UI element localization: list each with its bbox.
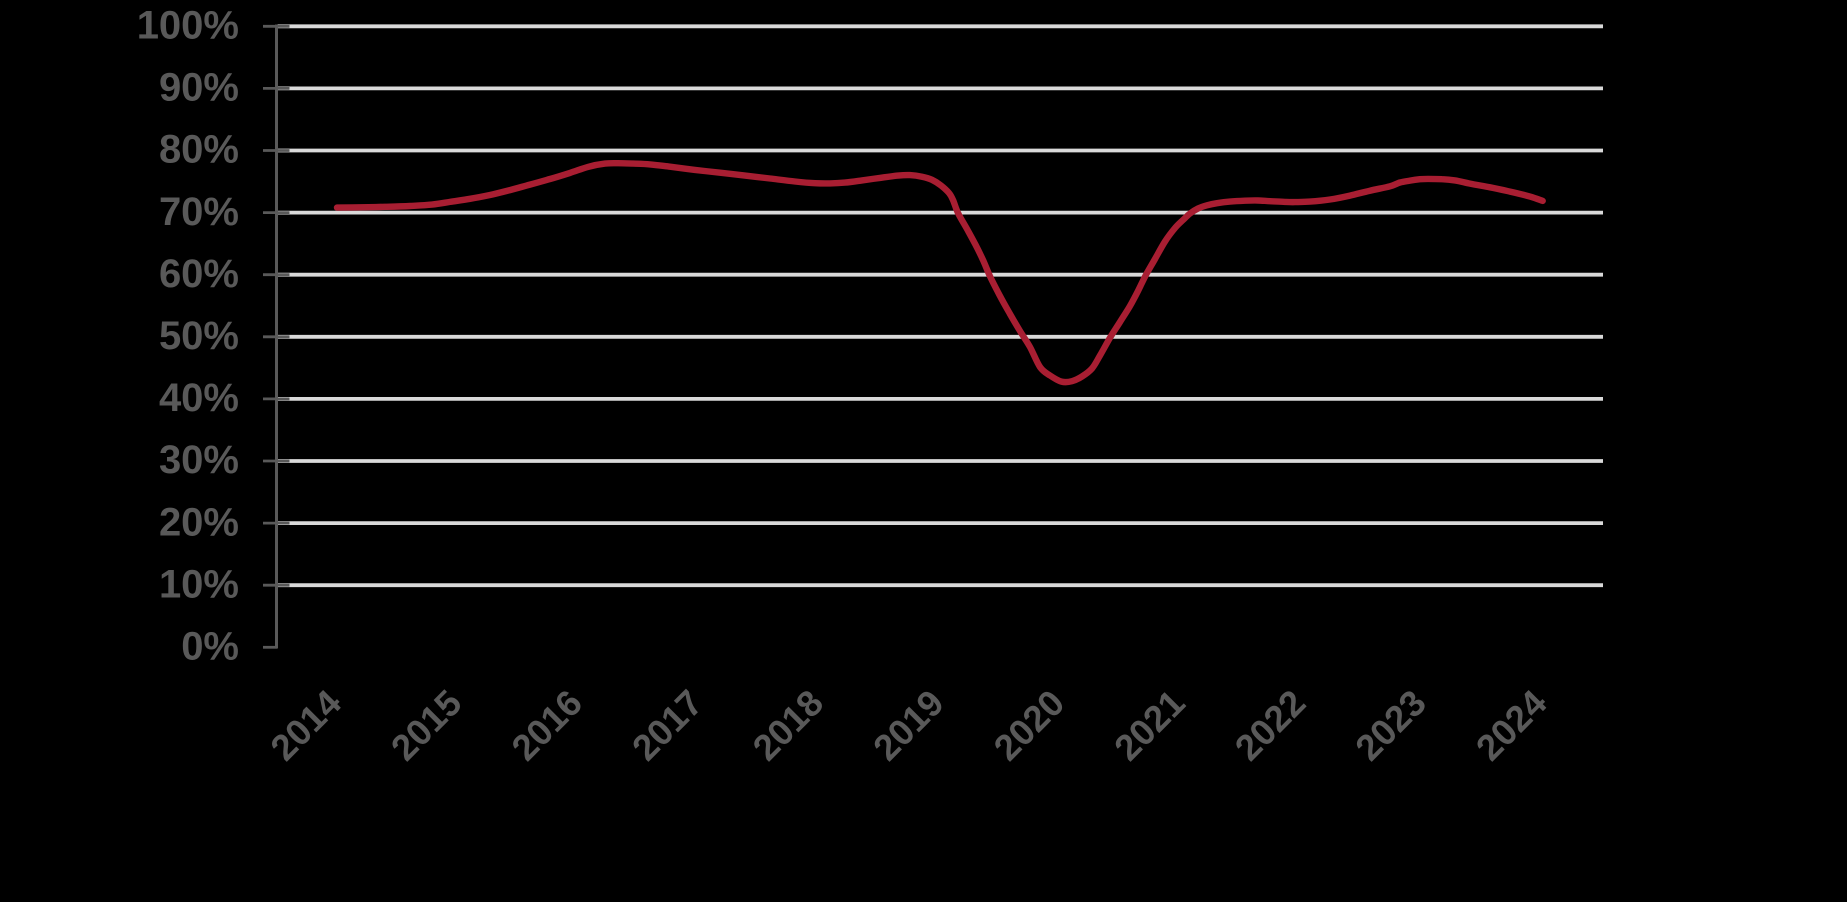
- svg-text:2024: 2024: [1468, 681, 1555, 768]
- svg-text:2020: 2020: [986, 682, 1072, 768]
- svg-text:100%: 100%: [137, 4, 239, 48]
- svg-text:2022: 2022: [1227, 682, 1313, 768]
- svg-text:80%: 80%: [159, 128, 239, 172]
- svg-text:60%: 60%: [159, 252, 239, 296]
- svg-text:30%: 30%: [159, 438, 239, 482]
- svg-text:2016: 2016: [504, 682, 590, 768]
- svg-text:2017: 2017: [624, 682, 710, 768]
- svg-text:2018: 2018: [745, 682, 831, 768]
- svg-text:2021: 2021: [1106, 682, 1192, 768]
- svg-text:10%: 10%: [159, 562, 239, 606]
- svg-text:50%: 50%: [159, 314, 239, 358]
- svg-text:0%: 0%: [181, 625, 239, 669]
- svg-text:2014: 2014: [263, 681, 350, 768]
- svg-text:2015: 2015: [383, 682, 469, 768]
- svg-text:2023: 2023: [1347, 682, 1433, 768]
- svg-text:90%: 90%: [159, 66, 239, 110]
- svg-text:40%: 40%: [159, 376, 239, 420]
- svg-text:20%: 20%: [159, 500, 239, 544]
- svg-text:70%: 70%: [159, 190, 239, 234]
- svg-text:2019: 2019: [865, 682, 951, 768]
